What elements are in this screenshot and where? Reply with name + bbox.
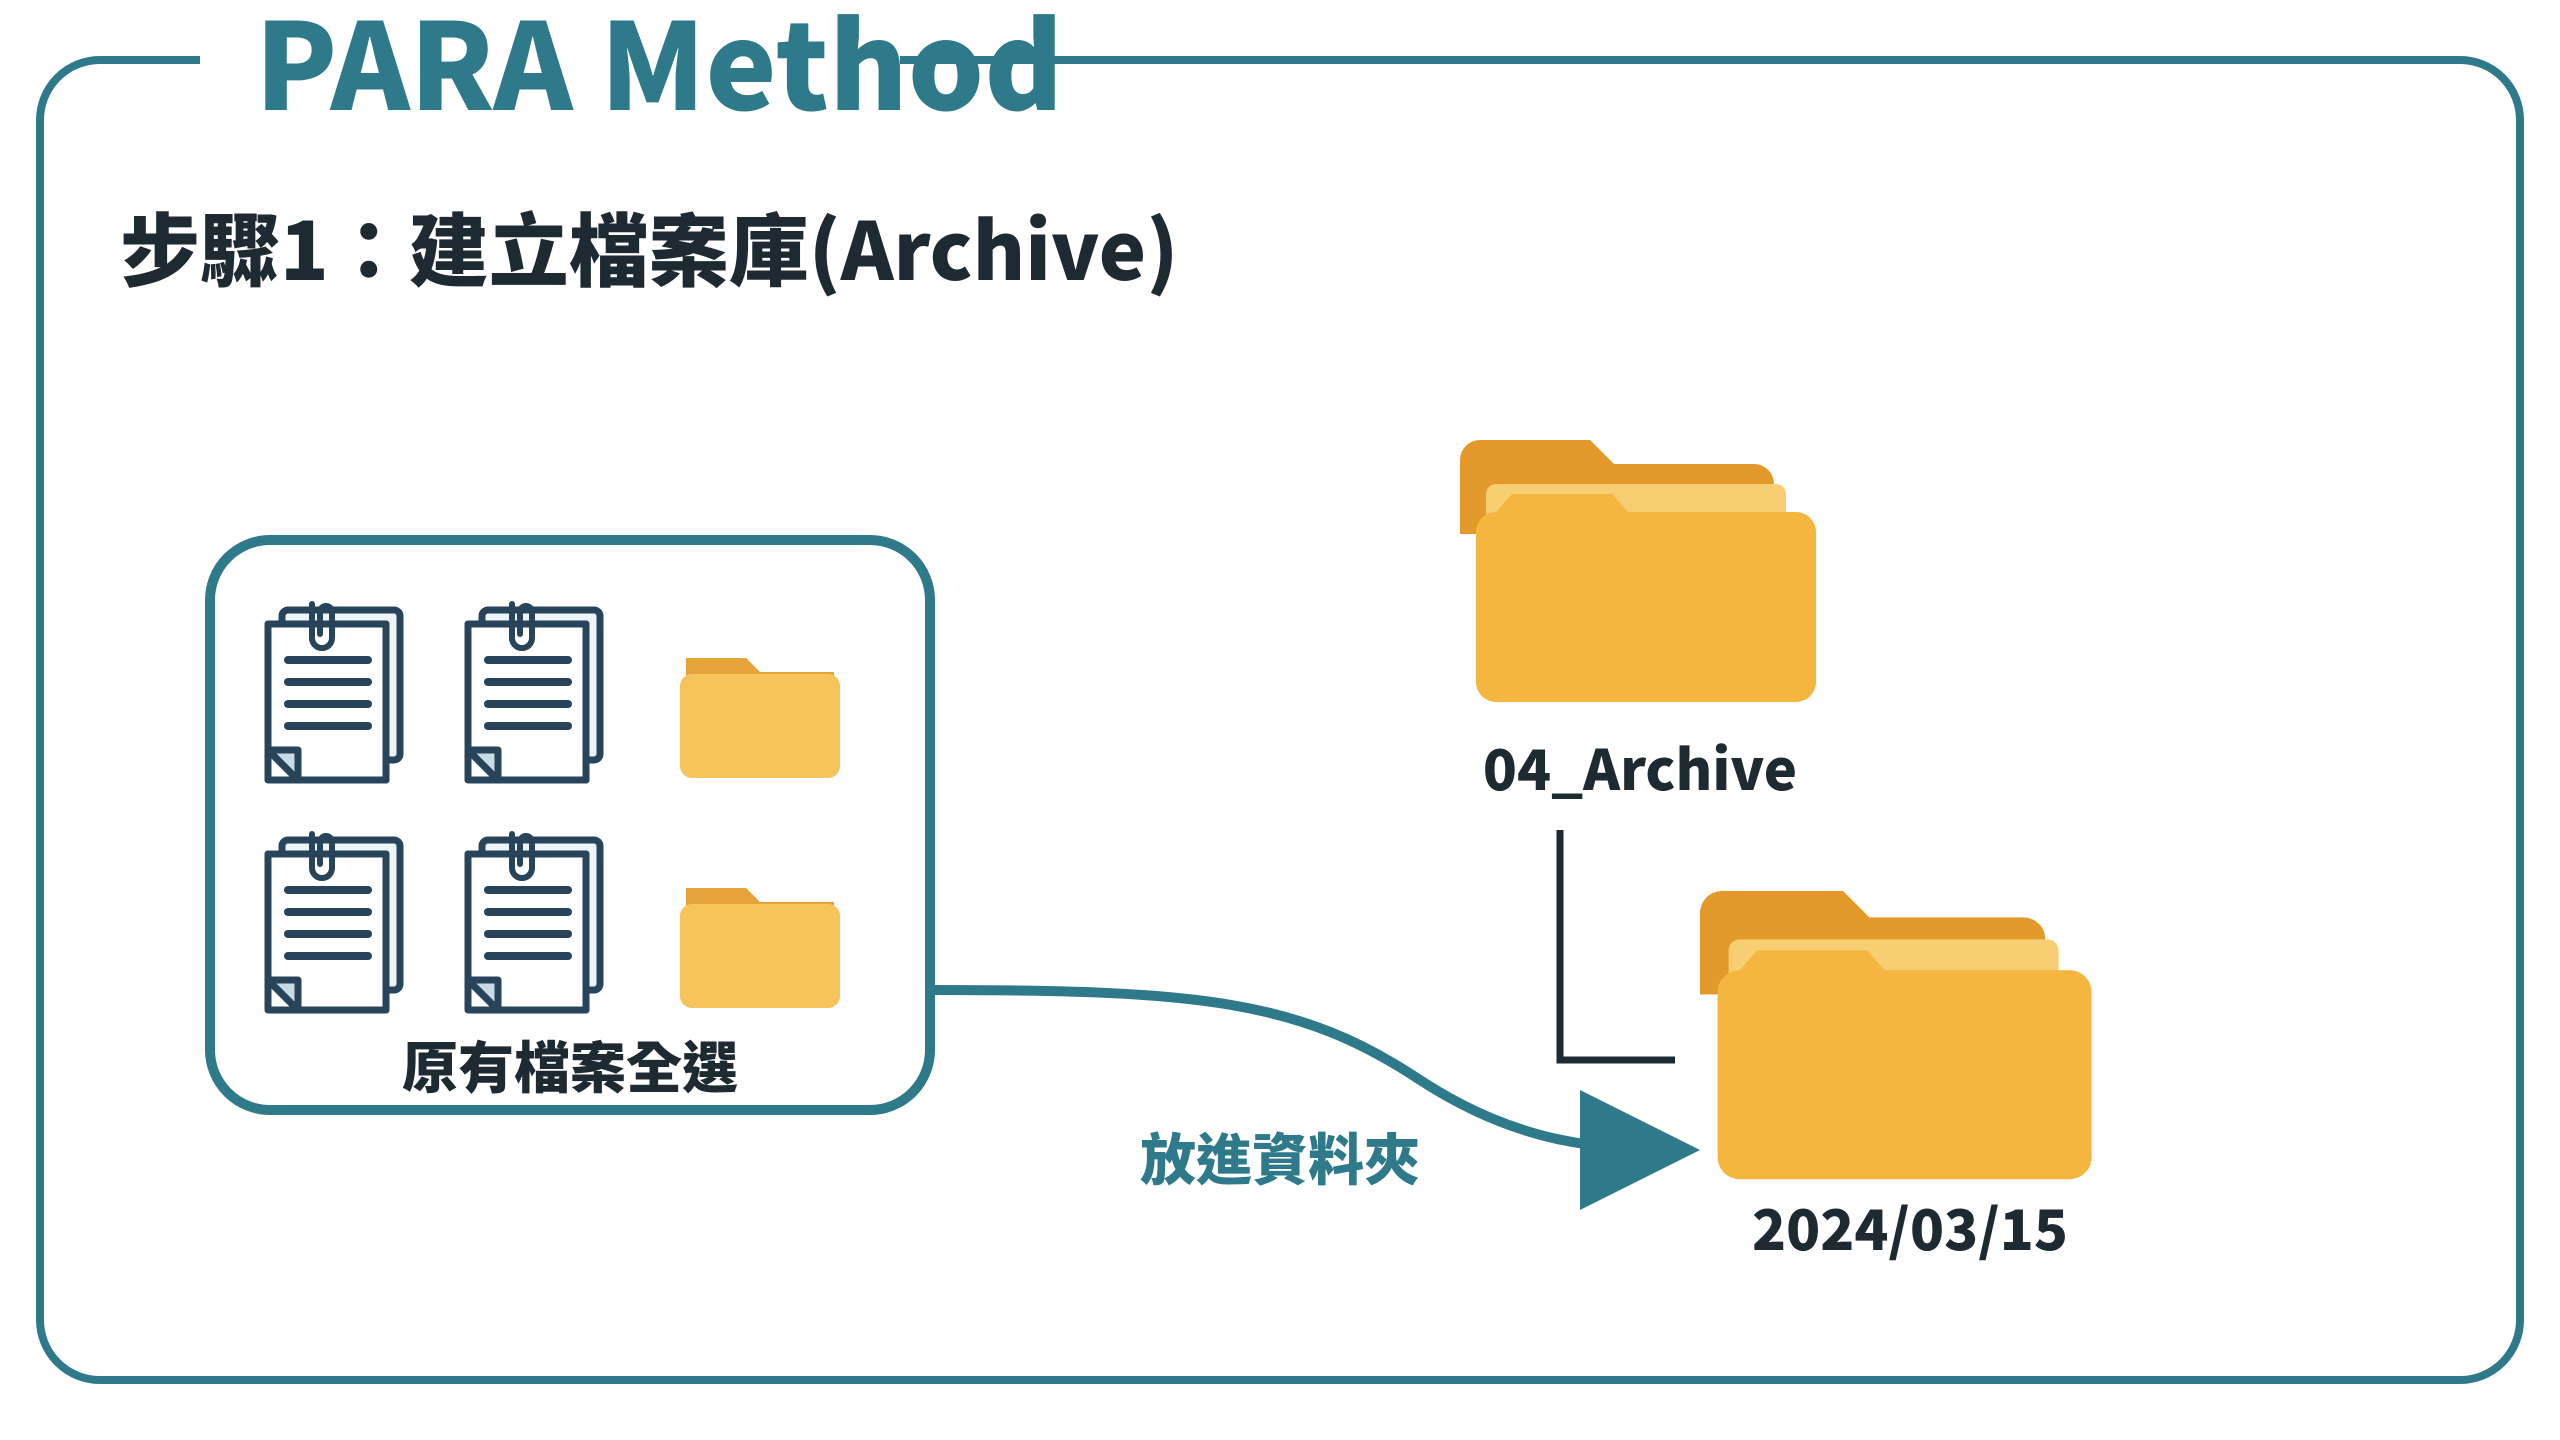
date-folder-label: 2024/03/15 — [1752, 1186, 2068, 1267]
arrow-label: 放進資料夾 — [1140, 1116, 1420, 1197]
document-icon — [468, 834, 600, 1010]
folder-icon — [680, 888, 840, 1008]
subtitle: 步驟1：建立檔案庫(Archive) — [120, 188, 1178, 304]
document-icon — [468, 604, 600, 780]
document-icon — [268, 834, 400, 1010]
date-folder-icon — [1700, 891, 2092, 1179]
document-icon — [268, 604, 400, 780]
archive-folder-icon — [1460, 440, 1816, 702]
page-title: PARA Method — [255, 0, 1063, 145]
folder-icon — [680, 658, 840, 778]
tree-connector — [1560, 830, 1675, 1060]
source-box-label: 原有檔案全選 — [402, 1024, 738, 1105]
archive-folder-label: 04_Archive — [1483, 726, 1797, 807]
